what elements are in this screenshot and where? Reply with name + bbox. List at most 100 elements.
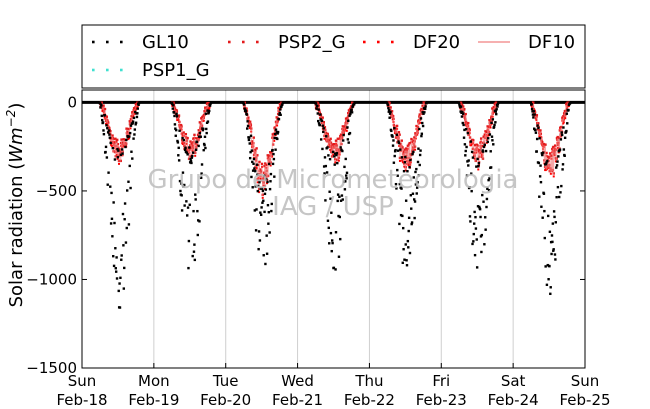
series-gl10-point [325, 135, 328, 138]
series-gl10-point [121, 152, 124, 155]
series-gl10-point [247, 138, 251, 142]
series-gl10-point [557, 155, 560, 158]
series-gl10-point [269, 180, 272, 183]
series-gl10-point [112, 201, 115, 204]
series-psp2-g-point [272, 132, 276, 136]
series-gl10-point [401, 226, 405, 230]
series-gl10-point [343, 165, 346, 169]
x-tick-label-day: Wed [281, 372, 314, 390]
series-gl10-point [128, 164, 131, 168]
legend-label-gl10: GL10 [142, 32, 189, 53]
series-gl10-point [537, 126, 540, 130]
series-psp2-g-point [405, 148, 408, 152]
series-gl10-point [325, 171, 329, 174]
series-gl10-point [102, 129, 105, 132]
series-gl10-point [272, 157, 276, 161]
series-gl10-point [348, 131, 352, 135]
series-gl10-point [403, 258, 406, 261]
series-gl10-point [259, 211, 262, 214]
series-gl10-point [109, 185, 112, 188]
series-gl10-point [208, 109, 211, 113]
series-psp2-g-point [419, 109, 423, 112]
series-gl10-point [253, 167, 256, 170]
series-gl10-point [344, 157, 347, 161]
y-axis-title-unit: Wm [6, 127, 27, 162]
series-gl10-point [407, 246, 410, 249]
series-gl10-point [565, 129, 568, 133]
series-psp2-g-point [190, 142, 193, 145]
series-gl10-point [110, 217, 114, 221]
series-psp2-g-point [258, 160, 261, 164]
series-gl10-point [349, 110, 353, 114]
series-gl10-point [404, 243, 407, 246]
legend-swatch-df20 [391, 40, 394, 44]
series-psp2-g-point [253, 149, 257, 152]
series-gl10-point [351, 104, 355, 108]
x-tick-label-day: Mon [138, 372, 170, 390]
series-gl10-point [194, 193, 197, 196]
series-gl10-point [281, 103, 284, 106]
series-gl10-point [137, 101, 141, 105]
y-axis-title-close: ) [6, 103, 27, 110]
series-gl10-point [315, 107, 318, 110]
series-gl10-point [401, 214, 404, 218]
series-gl10-point [132, 137, 135, 140]
series-gl10-point [330, 239, 334, 242]
x-tick-label-date: Feb-19 [128, 391, 179, 409]
series-gl10-point [420, 132, 424, 135]
series-gl10-point [243, 103, 246, 106]
series-psp2-g-point [105, 115, 108, 118]
series-gl10-point [245, 113, 248, 116]
y-axis-title-exponent: −2 [4, 110, 18, 128]
series-gl10-point [203, 135, 207, 139]
series-gl10-point [479, 235, 483, 238]
series-df20-point [133, 112, 136, 115]
series-gl10-point [98, 101, 102, 105]
series-gl10-point [408, 165, 411, 169]
series-gl10-point [328, 157, 332, 161]
series-gl10-point [486, 137, 490, 140]
series-gl10-point [183, 148, 187, 152]
series-gl10-point [120, 254, 123, 257]
series-gl10-point [336, 193, 340, 196]
series-gl10-point [421, 121, 424, 125]
series-gl10-point [171, 102, 174, 106]
series-gl10-point [135, 115, 139, 119]
legend-swatch-psp2-g [228, 40, 231, 44]
series-psp2-g-point [108, 126, 111, 130]
axes: 0−500−1000−1500SunFeb-18MonFeb-19TueFeb-… [26, 89, 611, 409]
series-psp2-g-point [329, 137, 332, 141]
series-df20-point [134, 109, 137, 112]
series-psp2-g-point [394, 127, 397, 130]
series-gl10-point [245, 127, 249, 130]
legend-swatch-gl10 [106, 40, 109, 44]
series-gl10-point [392, 139, 395, 142]
series-gl10-point [205, 131, 208, 135]
series-gl10-point [548, 264, 551, 268]
series-gl10-point [457, 101, 461, 105]
series-psp2-g-point [401, 146, 404, 149]
legend-swatch-gl10 [120, 40, 123, 44]
series-gl10-point [537, 161, 541, 165]
series-gl10-point [401, 261, 404, 265]
series-gl10-point [487, 189, 491, 192]
series-gl10-point [402, 248, 405, 251]
series-gl10-point [409, 158, 412, 162]
series-psp2-g-point [252, 136, 255, 139]
series-gl10-point [248, 156, 252, 160]
series-gl10-point [180, 209, 184, 212]
series-psp2-g-point [550, 154, 553, 157]
series-gl10-point [414, 183, 418, 186]
series-psp2-g-point [322, 121, 325, 124]
series-psp2-g-point [395, 124, 399, 128]
series-gl10-point [193, 258, 197, 262]
series-gl10-point [104, 145, 108, 149]
series-gl10-point [114, 270, 118, 273]
series-gl10-point [421, 111, 424, 114]
series-gl10-point [109, 222, 113, 225]
series-gl10-point [110, 191, 113, 195]
series-gl10-point [339, 199, 343, 202]
series-gl10-point [172, 111, 176, 114]
series-df20-point [337, 151, 340, 154]
series-gl10-point [202, 127, 205, 131]
